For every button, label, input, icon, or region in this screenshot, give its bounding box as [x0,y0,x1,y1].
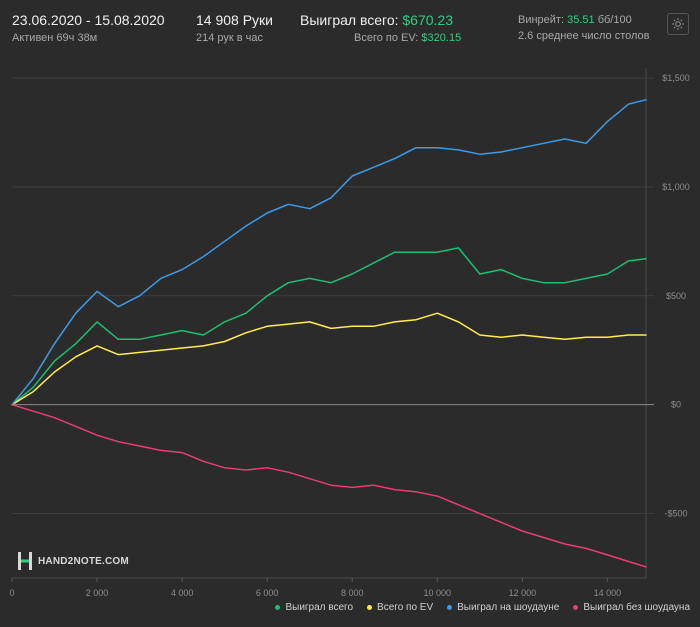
settings-button[interactable] [667,13,689,35]
date-range-block: 23.06.2020 - 15.08.2020 Активен 69ч 38м [12,12,165,44]
legend-label: Выиграл на шоудауне [457,602,560,613]
avg-tables: 2.6 среднее число столов [518,30,650,42]
won-total-label: Выиграл всего: [300,12,399,28]
x-tick-label: 8 000 [341,588,364,598]
chart-series [11,99,647,568]
x-tick-label: 0 [9,588,14,598]
winrate-block: Винрейт: 35.51 бб/100 2.6 среднее число … [518,14,650,42]
y-tick-label: $1,500 [662,73,690,83]
h-logo-icon [18,552,32,570]
won-total: Выиграл всего: $670.23 [300,12,461,28]
y-tick-label: -$500 [664,509,687,519]
legend-label: Выиграл без шоудауна [583,602,690,613]
series-line-1 [11,312,647,406]
gear-icon [672,18,684,30]
hands-count: 14 908 Руки [196,12,273,28]
winrate-value: 35.51 [567,14,595,26]
hands-per-hour: 214 рук в час [196,32,264,44]
chart-legend: Выиграл всего Всего по EV Выиграл на шоу… [0,602,690,613]
x-axis-ticks: 0 2 000 4 000 6 000 8 000 10 000 12 000 14 000 [9,578,621,598]
ev-total-label: Всего по EV: [354,32,419,44]
won-total-value: $670.23 [402,12,453,28]
chart-grid [12,68,654,579]
legend-item-non-showdown[interactable]: Выиграл без шоудауна [573,602,690,613]
series-line-0 [11,247,647,406]
hands-block: 14 908 Руки 214 рук в час [196,12,273,44]
winrate-label: Винрейт: [518,14,565,26]
x-tick-label: 6 000 [256,588,279,598]
x-tick-label: 12 000 [509,588,537,598]
legend-item-ev[interactable]: Всего по EV [367,602,433,613]
stats-header: 23.06.2020 - 15.08.2020 Активен 69ч 38м … [0,0,700,58]
x-tick-label: 14 000 [594,588,622,598]
series-line-3 [11,403,647,568]
winnings-block: Выиграл всего: $670.23 Всего по EV: $320… [300,12,461,44]
legend-label: Выиграл всего [285,602,354,613]
winrate-unit: бб/100 [597,14,632,26]
hand2note-logo: HAND2NOTE.COM [17,551,129,571]
ev-total-value: $320.15 [421,32,462,44]
legend-label: Всего по EV [377,602,434,613]
legend-dot [367,605,373,610]
series-line-2 [11,99,647,406]
legend-dot [573,605,579,610]
y-axis-ticks: $1,500 $1,000 $500 $0 -$500 [662,73,690,519]
y-tick-label: $1,000 [662,182,690,192]
y-tick-label: $500 [666,291,686,301]
legend-dot [275,605,281,610]
legend-item-won-total[interactable]: Выиграл всего [275,602,353,613]
y-tick-label: $0 [671,400,681,410]
date-range: 23.06.2020 - 15.08.2020 [12,12,165,28]
x-tick-label: 4 000 [171,588,194,598]
ev-total: Всего по EV: $320.15 [354,32,461,44]
logo-text: HAND2NOTE.COM [38,555,129,567]
x-tick-label: 10 000 [424,588,452,598]
legend-dot [447,605,453,610]
x-tick-label: 2 000 [86,588,109,598]
active-time: Активен 69ч 38м [12,32,98,44]
winrate: Винрейт: 35.51 бб/100 [518,14,650,26]
legend-item-showdown[interactable]: Выиграл на шоудауне [447,602,559,613]
